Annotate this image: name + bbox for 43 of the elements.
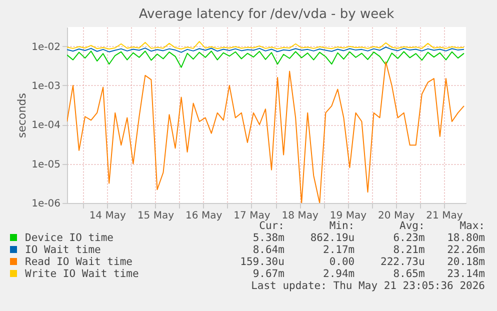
legend-label: Device IO time [24, 232, 115, 244]
text: 2.94m [322, 268, 355, 280]
y-tick-label: 1e-03 [32, 80, 60, 92]
x-tick-label: 15 May [137, 210, 174, 222]
text: 9.67m [252, 268, 284, 280]
legend-label: Write IO Wait time [24, 268, 140, 280]
y-tick-label: 1e-02 [32, 42, 60, 53]
x-tick-label: 20 May [378, 210, 415, 222]
text: 8.64m [252, 244, 284, 256]
line-series [67, 61, 464, 203]
text: 20.18m [446, 256, 485, 268]
text: Last update: Thu May 21 23:05:36 2026 [250, 280, 485, 293]
line-series [67, 50, 464, 68]
text: Cur: [259, 220, 284, 232]
text: 0.00 [328, 256, 355, 268]
text: Avg: [400, 220, 425, 232]
text: 8.65m [392, 268, 425, 280]
text: 222.73u [380, 256, 425, 268]
y-tick-label: 1e-04 [32, 120, 60, 132]
y-tick-label: 1e-06 [32, 198, 60, 210]
legend-label: IO Wait time [24, 244, 102, 256]
text: 8.21m [392, 244, 425, 256]
text: Min: [328, 220, 355, 232]
text: 5.38m [252, 232, 284, 244]
x-tick-label: 21 May [426, 210, 463, 222]
y-tick-label: 1e-05 [32, 159, 60, 170]
x-tick-label: 18 May [282, 210, 318, 222]
y-axis-title: seconds [16, 92, 29, 138]
text: 23.14m [446, 268, 485, 280]
text: Max: [460, 220, 485, 232]
line-series [67, 41, 464, 50]
chart-title: Average latency for /dev/vda - by week [138, 7, 395, 22]
text: 22.26m [446, 244, 485, 256]
x-tick-label: 16 May [186, 210, 222, 222]
legend-label: Read IO Wait time [24, 256, 134, 268]
text: 862.19u [309, 232, 355, 244]
text: 2.17m [322, 244, 355, 256]
x-tick-label: 17 May [234, 210, 270, 222]
x-tick-label: 19 May [330, 210, 367, 222]
text: 6.23m [392, 232, 425, 244]
text: 18.80m [446, 232, 485, 244]
text: 159.30u [239, 256, 284, 268]
x-tick-label: 14 May [89, 210, 126, 222]
